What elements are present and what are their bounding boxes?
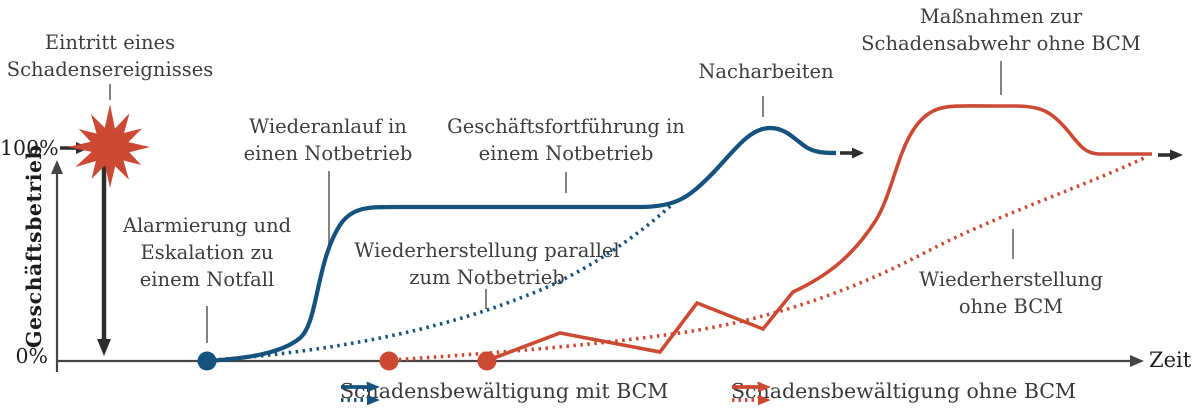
no-bcm-start-point-2	[477, 351, 497, 371]
end-arrowhead-icon	[1170, 149, 1183, 161]
annotation-line: ohne BCM	[958, 295, 1064, 318]
curve-without-bcm	[379, 104, 1152, 371]
legend-arrowhead-icon	[758, 394, 771, 406]
annotation-line: Wiederanlauf in	[249, 115, 407, 138]
impact-drop-arrowhead-icon	[97, 339, 111, 356]
annotation-line: Eskalation zu	[140, 241, 274, 264]
annotation-line: Alarmierung und	[122, 214, 292, 237]
event-arrows	[60, 142, 111, 356]
no-bcm-start-point-1	[379, 351, 399, 371]
annotation-line: einem Notbetrieb	[478, 142, 654, 165]
legend-without-bcm: Schadensbewältigung ohne BCM	[731, 379, 1076, 406]
annotation-line: Wiederherstellung parallel	[354, 239, 620, 262]
annotation-line: einen Notbetrieb	[243, 142, 413, 165]
curve-with-bcm-solid	[206, 125, 837, 364]
annotation-line: Schadensabwehr ohne BCM	[861, 32, 1141, 55]
curve-without-bcm-dotted	[391, 155, 1147, 362]
annotation-alarm-escalation: Alarmierung und Eskalation zu einem Notf…	[112, 212, 302, 293]
annotation-continuation-emergency: Geschäftsfortführung in einem Notbetrieb	[426, 113, 706, 167]
annotation-line: Eintritt eines	[44, 31, 176, 54]
legend-with-bcm-icon	[341, 381, 380, 406]
legend-arrowhead-icon	[367, 394, 380, 406]
annotation-line: Geschäftsfortführung in	[447, 115, 685, 138]
end-arrowhead-icon	[852, 147, 864, 159]
alarm-point	[197, 351, 217, 371]
annotation-rework: Nacharbeiten	[666, 58, 866, 85]
y-axis-arrowhead-icon	[51, 160, 63, 174]
annotation-line: Wiederherstellung	[919, 268, 1103, 291]
y-axis-title: Geschäftsbetrieb	[22, 144, 46, 348]
y-axis-bottom-label: 0%	[15, 344, 48, 368]
x-axis-arrowhead-icon	[1130, 355, 1144, 367]
legend-without-bcm-icon	[732, 381, 771, 406]
legend-without-bcm-label: Schadensbewältigung ohne BCM	[731, 379, 1076, 403]
annotation-line: Nacharbeiten	[698, 60, 834, 83]
curve-with-bcm-end-arrow	[840, 147, 864, 159]
curve-with-bcm	[197, 125, 837, 371]
annotation-line: zum Notbetrieb	[409, 266, 565, 289]
curve-without-bcm-end-arrow	[1158, 149, 1183, 161]
annotation-restart-emergency: Wiederanlauf in einen Notbetrieb	[228, 113, 428, 167]
y-axis-top-label: 100%	[0, 136, 59, 160]
annotation-line: einem Notfall	[139, 268, 275, 291]
annotation-recovery-parallel: Wiederherstellung parallel zum Notbetrie…	[347, 237, 627, 291]
annotation-measures-no-bcm: Maßnahmen zur Schadensabwehr ohne BCM	[841, 3, 1161, 57]
callout-ticks	[109, 61, 1014, 343]
annotation-line: Schadensereignisses	[6, 58, 214, 81]
legend-with-bcm-label: Schadensbewältigung mit BCM	[340, 379, 669, 403]
annotation-damage-event: Eintritt eines Schadensereignisses	[0, 29, 230, 83]
legend-arrowhead-icon	[758, 381, 771, 393]
legend-with-bcm: Schadensbewältigung mit BCM	[340, 379, 669, 406]
damage-starburst-icon	[68, 104, 150, 188]
annotation-recovery-no-bcm: Wiederherstellung ohne BCM	[901, 266, 1121, 320]
axes	[51, 160, 1144, 372]
x-axis-title: Zeit	[1149, 348, 1192, 372]
annotation-line: Maßnahmen zur	[919, 5, 1083, 28]
curve-without-bcm-solid	[485, 104, 1152, 363]
legend-arrowhead-icon	[367, 381, 380, 393]
